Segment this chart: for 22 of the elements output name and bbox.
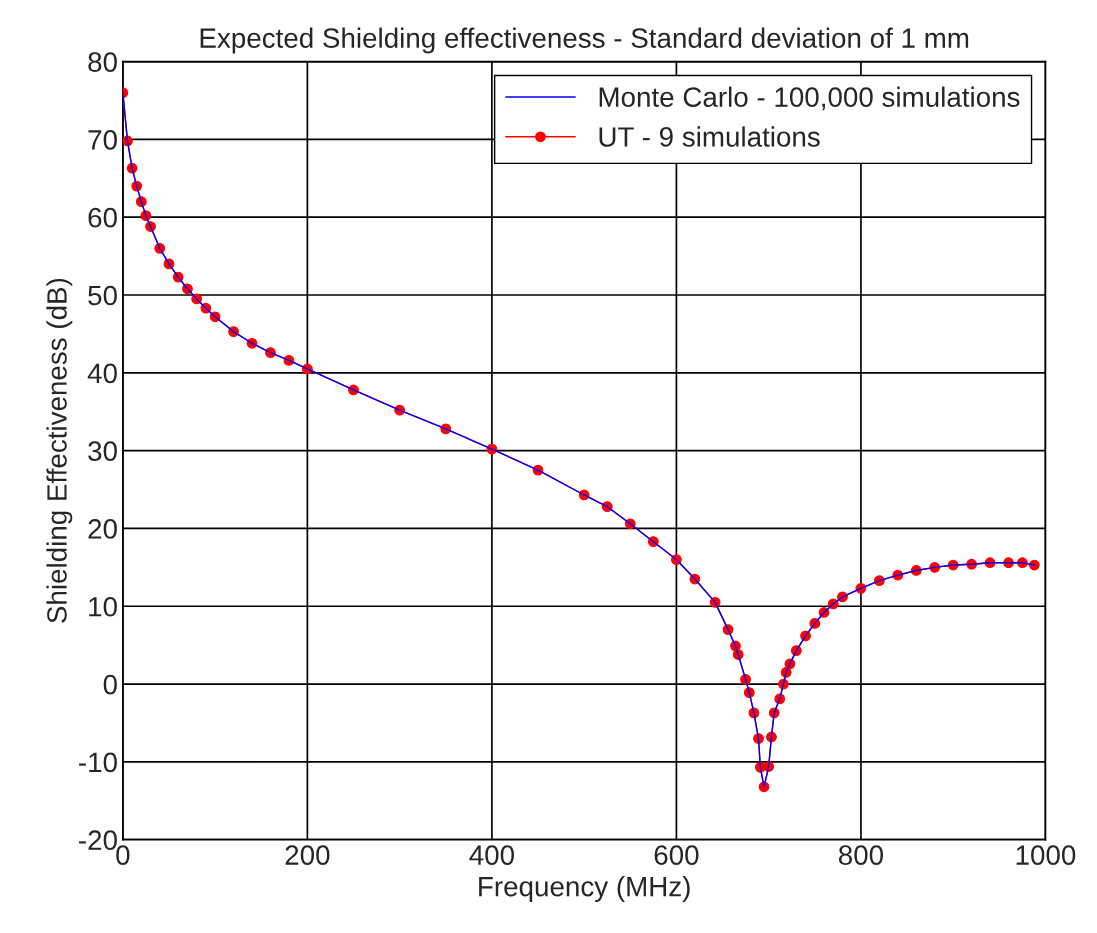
legend-label: UT - 9 simulations	[599, 126, 820, 147]
y-tick-label: 80	[88, 52, 117, 72]
y-tick-label: -10	[79, 752, 117, 773]
y-tick-label: 70	[88, 130, 117, 150]
x-axis-title: Frequency (MHz)	[479, 876, 690, 902]
y-tick-label: 20	[88, 519, 117, 539]
y-tick-label: 40	[87, 363, 117, 384]
y-tick-label: -20	[79, 830, 117, 851]
y-tick-label: 60	[88, 207, 117, 228]
legend-label: Monte Carlo - 100,000 simulations	[599, 86, 1020, 111]
x-tick-label: 0	[116, 845, 130, 865]
y-tick-label: 0	[103, 674, 117, 695]
chart-title: Expected Shielding effectiveness - Standard deviation of 1 mm	[200, 27, 969, 54]
x-tick-label: 600	[654, 845, 699, 865]
x-tick-label: 200	[285, 845, 330, 865]
x-tick-label: 800	[838, 845, 884, 865]
y-tick-label: 50	[88, 285, 117, 306]
y-axis-title: Shielding Effectiveness (dB)	[46, 278, 73, 623]
y-tick-label: 10	[89, 596, 117, 617]
x-tick-label: 1000	[1016, 845, 1076, 865]
x-tick-label: 400	[469, 845, 514, 865]
y-tick-label: 30	[88, 441, 117, 461]
